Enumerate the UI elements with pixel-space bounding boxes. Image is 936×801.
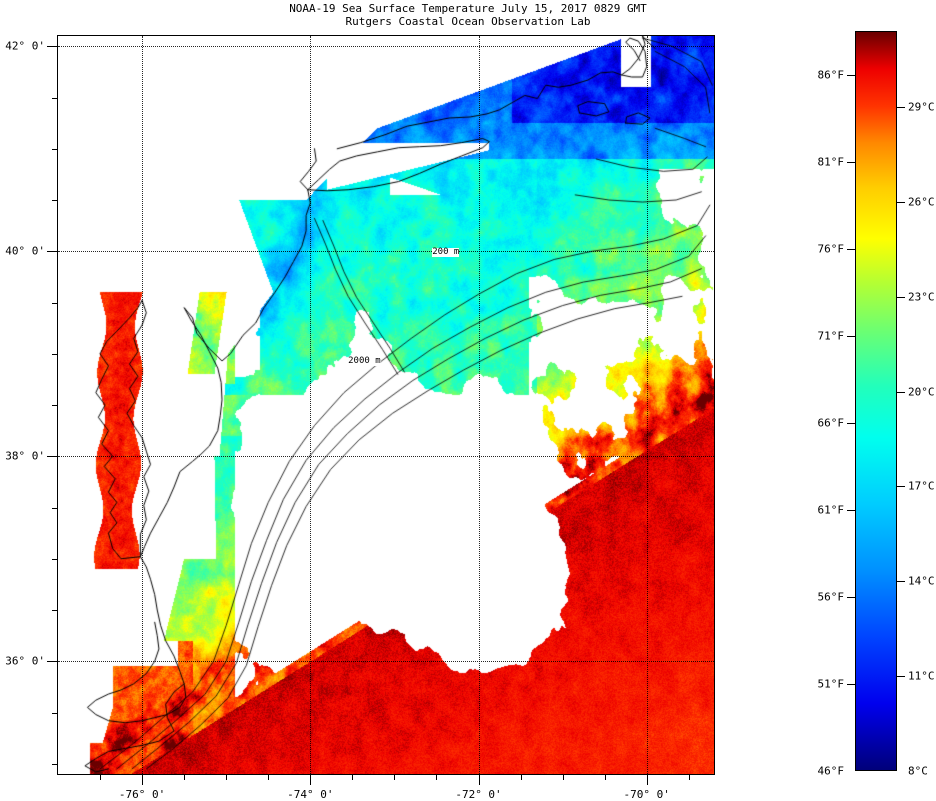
colorbar-tick-fahrenheit bbox=[847, 683, 855, 685]
gridline-latitude bbox=[58, 46, 714, 48]
gridline-latitude bbox=[58, 251, 714, 253]
axis-label-longitude: -76° 0' bbox=[118, 788, 166, 801]
tick-latitude-minor bbox=[52, 405, 58, 406]
colorbar-label-fahrenheit: 51°F bbox=[817, 677, 845, 691]
colorbar-tick-fahrenheit bbox=[847, 248, 855, 250]
gridline-longitude bbox=[478, 36, 480, 774]
tick-latitude-minor bbox=[52, 353, 58, 355]
tick-latitude-minor bbox=[52, 148, 58, 150]
tick-longitude-minor bbox=[184, 774, 186, 780]
tick-latitude-minor bbox=[52, 200, 58, 201]
colorbar[interactable]: 86°F 81°F 76°F 71°F 66°F 61°F 56°F 51°F 46°F 29°C… bbox=[818, 31, 935, 778]
tick-longitude-minor bbox=[436, 774, 438, 780]
axis-label-longitude: -74° 0' bbox=[287, 788, 334, 801]
colorbar-tick-fahrenheit bbox=[847, 509, 855, 511]
axis-label-latitude: 42° 0' bbox=[5, 39, 45, 53]
colorbar-gradient bbox=[855, 31, 897, 771]
tick-longitude-minor bbox=[268, 774, 270, 780]
colorbar-label-celsius: 8°C bbox=[908, 764, 928, 778]
colorbar-label-celsius: 14°C bbox=[908, 574, 935, 588]
tick-longitude-major bbox=[478, 774, 480, 785]
tick-longitude-minor bbox=[520, 774, 522, 780]
tick-latitude-minor bbox=[52, 610, 58, 611]
tick-longitude-minor bbox=[604, 774, 606, 780]
colorbar-label-celsius: 26°C bbox=[908, 195, 935, 209]
tick-latitude-major bbox=[47, 46, 58, 48]
axis-label-longitude: -72° 0' bbox=[455, 788, 502, 801]
colorbar-tick-celsius bbox=[897, 296, 905, 298]
tick-latitude-major bbox=[47, 456, 58, 458]
colorbar-label-fahrenheit: 46°F bbox=[817, 764, 845, 778]
figure-title-line1: NOAA-19 Sea Surface Temperature July 15,… bbox=[289, 2, 647, 15]
gridline-longitude bbox=[142, 36, 144, 774]
bathymetry-contour-label: 200 m bbox=[432, 247, 460, 258]
colorbar-label-celsius: 23°C bbox=[908, 290, 935, 304]
colorbar-tick-fahrenheit bbox=[847, 596, 855, 598]
tick-longitude-minor bbox=[562, 774, 564, 780]
tick-latitude-minor bbox=[52, 302, 58, 304]
axis-label-latitude: 40° 0' bbox=[5, 244, 45, 258]
coastline-bathymetry-layer bbox=[58, 36, 714, 774]
tick-longitude-minor bbox=[226, 774, 228, 780]
colorbar-label-fahrenheit: 76°F bbox=[817, 242, 845, 256]
colorbar-label-celsius: 11°C bbox=[908, 669, 935, 683]
tick-longitude-major bbox=[646, 774, 648, 785]
colorbar-label-fahrenheit: 81°F bbox=[817, 155, 845, 169]
gridline-longitude bbox=[646, 36, 648, 774]
colorbar-tick-fahrenheit bbox=[847, 74, 855, 76]
figure-subtitle: Rutgers Coastal Ocean Observation Lab bbox=[345, 15, 591, 28]
gridline-latitude bbox=[58, 456, 714, 458]
graticule-layer bbox=[58, 36, 714, 774]
tick-latitude-minor bbox=[52, 507, 58, 509]
colorbar-label-celsius: 17°C bbox=[908, 479, 935, 493]
colorbar-label-fahrenheit: 56°F bbox=[817, 590, 845, 604]
axis-label-latitude: 36° 0' bbox=[5, 654, 45, 668]
tick-latitude-minor bbox=[52, 97, 58, 99]
tick-latitude-minor bbox=[52, 558, 58, 560]
tick-longitude-minor bbox=[394, 774, 396, 780]
colorbar-label-fahrenheit: 86°F bbox=[817, 68, 845, 82]
axis-label-latitude: 38° 0' bbox=[5, 449, 45, 463]
colorbar-tick-celsius bbox=[897, 486, 905, 488]
colorbar-tick-fahrenheit bbox=[847, 335, 855, 337]
colorbar-tick-celsius bbox=[897, 676, 905, 678]
colorbar-tick-celsius bbox=[897, 106, 905, 108]
colorbar-label-celsius: 20°C bbox=[908, 385, 935, 398]
gridline-longitude bbox=[310, 36, 312, 774]
tick-longitude-major bbox=[142, 774, 144, 785]
colorbar-label-celsius: 29°C bbox=[908, 100, 935, 114]
colorbar-tick-celsius bbox=[897, 201, 905, 203]
tick-latitude-minor bbox=[52, 712, 58, 714]
tick-longitude-minor bbox=[688, 774, 690, 780]
tick-latitude-minor bbox=[52, 763, 58, 765]
colorbar-tick-fahrenheit bbox=[847, 422, 855, 424]
colorbar-label-fahrenheit: 71°F bbox=[817, 329, 845, 343]
gridline-latitude bbox=[58, 661, 714, 663]
axis-label-longitude: -70° 0' bbox=[623, 788, 670, 801]
colorbar-tick-fahrenheit bbox=[847, 161, 855, 163]
colorbar-tick-celsius bbox=[897, 581, 905, 583]
bathymetry-contour-label: 2000 m bbox=[348, 355, 381, 366]
tick-longitude-minor bbox=[100, 774, 102, 780]
colorbar-label-fahrenheit: 66°F bbox=[817, 416, 845, 430]
colorbar-tick-celsius bbox=[897, 391, 905, 393]
tick-longitude-major bbox=[310, 774, 312, 785]
tick-longitude-minor bbox=[352, 774, 354, 780]
colorbar-label-fahrenheit: 61°F bbox=[817, 503, 845, 517]
tick-latitude-major bbox=[47, 251, 58, 253]
tick-latitude-major bbox=[47, 661, 58, 663]
map-plot-area[interactable]: 42° 0' 40° 0' 38° 0' 36° 0' -76° 0' -74° 0' -7… bbox=[5, 35, 715, 801]
